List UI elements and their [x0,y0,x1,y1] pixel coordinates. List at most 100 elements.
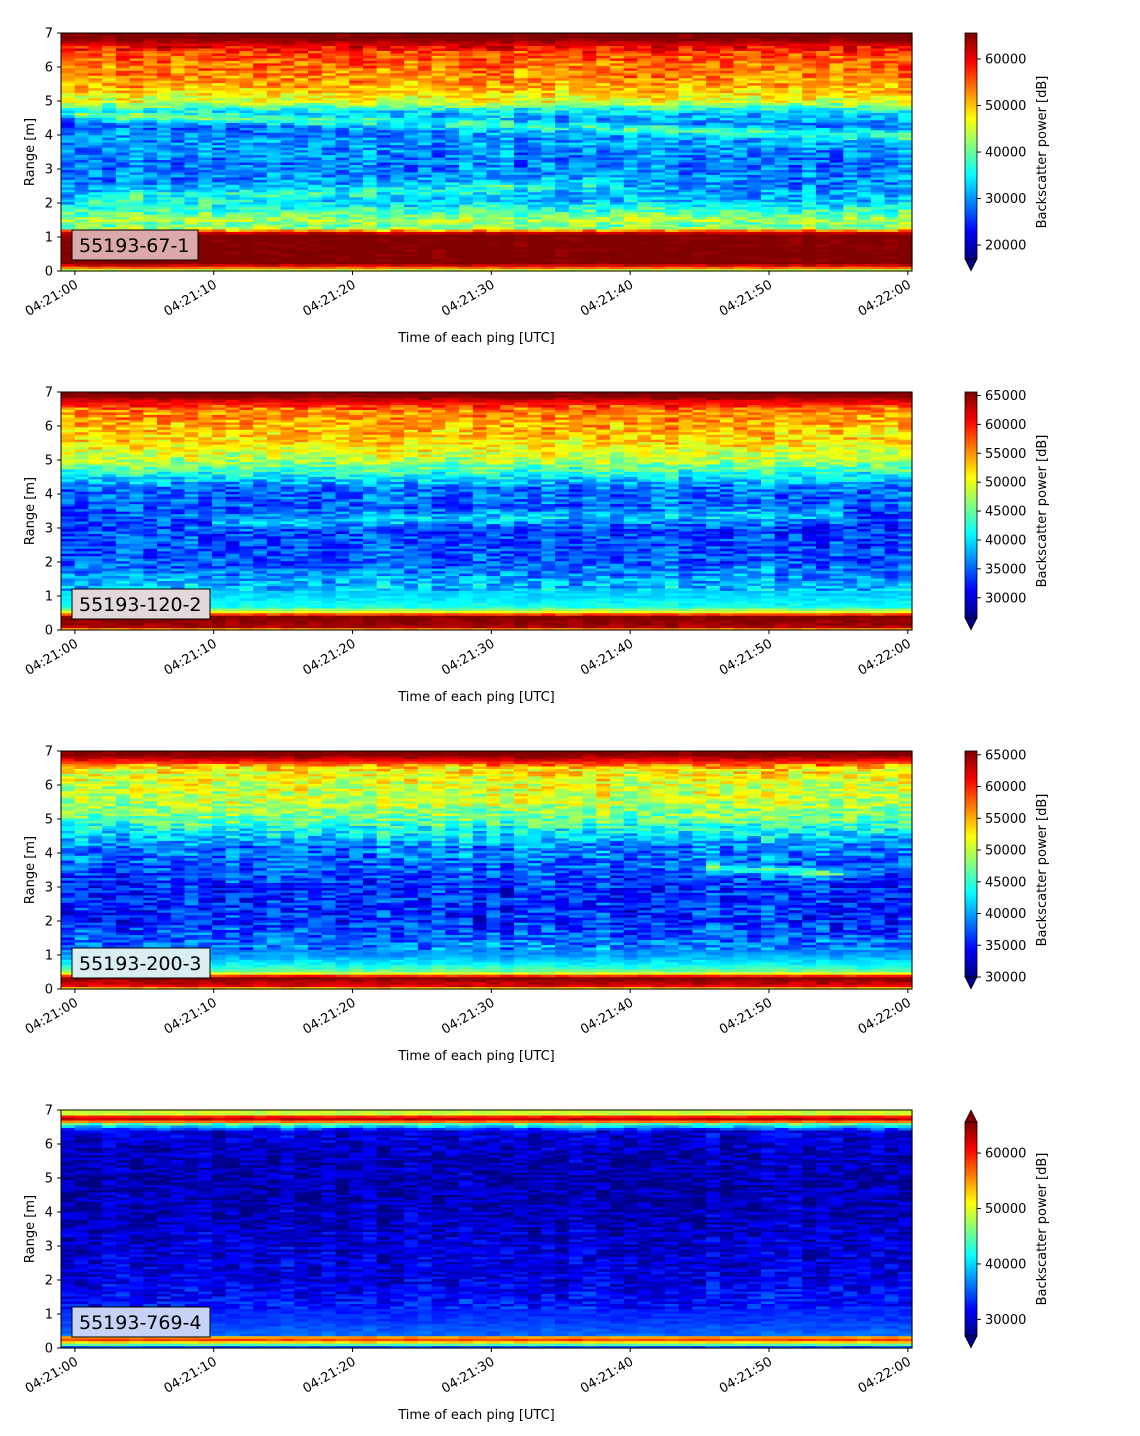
heatmap-cell [184,181,199,185]
heatmap-cell [225,211,241,215]
heatmap-cell [184,194,199,198]
heatmap-cell [266,94,282,99]
heatmap-cell [459,174,474,178]
heatmap-cell [102,139,117,143]
heatmap-cell [294,218,309,223]
heatmap-cell [431,238,446,242]
heatmap-cell [170,99,186,104]
heatmap-cell [294,112,309,116]
heatmap-cell [170,186,186,190]
heatmap-cell [459,196,474,200]
heatmap-cell [431,75,446,79]
heatmap-cell [129,152,144,156]
heatmap-cell [239,154,254,158]
heatmap-cell [280,196,295,200]
heatmap-cell [61,65,76,69]
heatmap-cell [143,161,158,165]
heatmap-cell [211,33,227,37]
heatmap-cell [335,228,350,232]
heatmap-cell [184,37,199,42]
heatmap-cell [431,67,446,71]
heatmap-cell [253,82,268,86]
heatmap-cell [225,176,241,180]
heatmap-cell [294,209,309,213]
heatmap-cell [335,107,350,111]
heatmap-cell [88,211,103,215]
heatmap-cell [74,268,90,272]
heatmap-cell [390,40,405,44]
heatmap-cell [61,107,76,111]
heatmap-cell [211,253,227,257]
heatmap-cell [321,55,337,59]
heatmap-cell [88,75,103,79]
heatmap-cell [129,134,144,138]
heatmap-cell [88,40,103,44]
heatmap-cell [184,266,199,270]
heatmap-cell [102,47,117,51]
heatmap-cell [88,266,103,270]
heatmap-cell [74,137,90,141]
heatmap-cell [404,186,419,190]
heatmap-cell [88,149,103,153]
heatmap-cell [143,129,158,133]
heatmap-cell [61,97,76,101]
heatmap-cell [431,206,446,210]
heatmap-cell [170,77,186,81]
heatmap-cell [184,107,199,111]
heatmap-cell [431,132,446,136]
heatmap-cell [417,238,433,242]
heatmap-cell [321,35,337,39]
heatmap-cell [417,266,433,270]
heatmap-cell [349,216,364,220]
heatmap-cell [417,221,433,225]
heatmap-cell [376,166,392,170]
heatmap-cell [143,55,158,59]
heatmap-cell [362,42,378,46]
heatmap-cell [266,211,282,215]
heatmap-cell [294,109,309,113]
heatmap-cell [349,149,364,153]
heatmap-cell [294,169,309,173]
heatmap-cell [74,97,90,101]
heatmap-cell [335,117,350,121]
heatmap-cell [404,70,419,74]
heatmap-cell [198,137,213,141]
heatmap-cell [390,263,405,267]
heatmap-cell [157,144,172,148]
heatmap-cell [170,87,186,91]
heatmap-cell [198,223,213,227]
heatmap-cell [280,57,295,61]
heatmap-cell [61,228,76,232]
heatmap-cell [294,102,309,106]
heatmap-cell [349,65,364,69]
heatmap-cell [225,243,241,247]
heatmap-cell [198,117,213,121]
heatmap-cell [74,104,90,108]
heatmap-cell [184,211,199,215]
heatmap-cell [239,127,254,131]
heatmap-cell [321,90,337,94]
heatmap-cell [404,149,419,153]
heatmap-cell [102,268,117,272]
heatmap-cell [239,149,254,153]
heatmap-cell [253,114,268,118]
heatmap-cell [198,33,213,37]
heatmap-cell [280,248,295,252]
heatmap-cell [88,142,103,146]
heatmap-cell [321,117,337,121]
heatmap-cell [102,90,117,94]
heatmap-cell [129,60,144,64]
heatmap-cell [335,261,350,265]
heatmap-cell [143,211,158,215]
heatmap-cell [115,107,131,111]
heatmap-cell [88,223,103,227]
heatmap-cell [417,99,433,104]
heatmap-cell [376,171,392,175]
heatmap-cell [308,231,323,235]
heatmap-cell [74,62,90,66]
heatmap-cell [335,268,350,272]
heatmap-cell [253,194,268,198]
heatmap-cell [239,194,254,198]
heatmap-cell [225,112,241,116]
heatmap-cell [349,142,364,146]
